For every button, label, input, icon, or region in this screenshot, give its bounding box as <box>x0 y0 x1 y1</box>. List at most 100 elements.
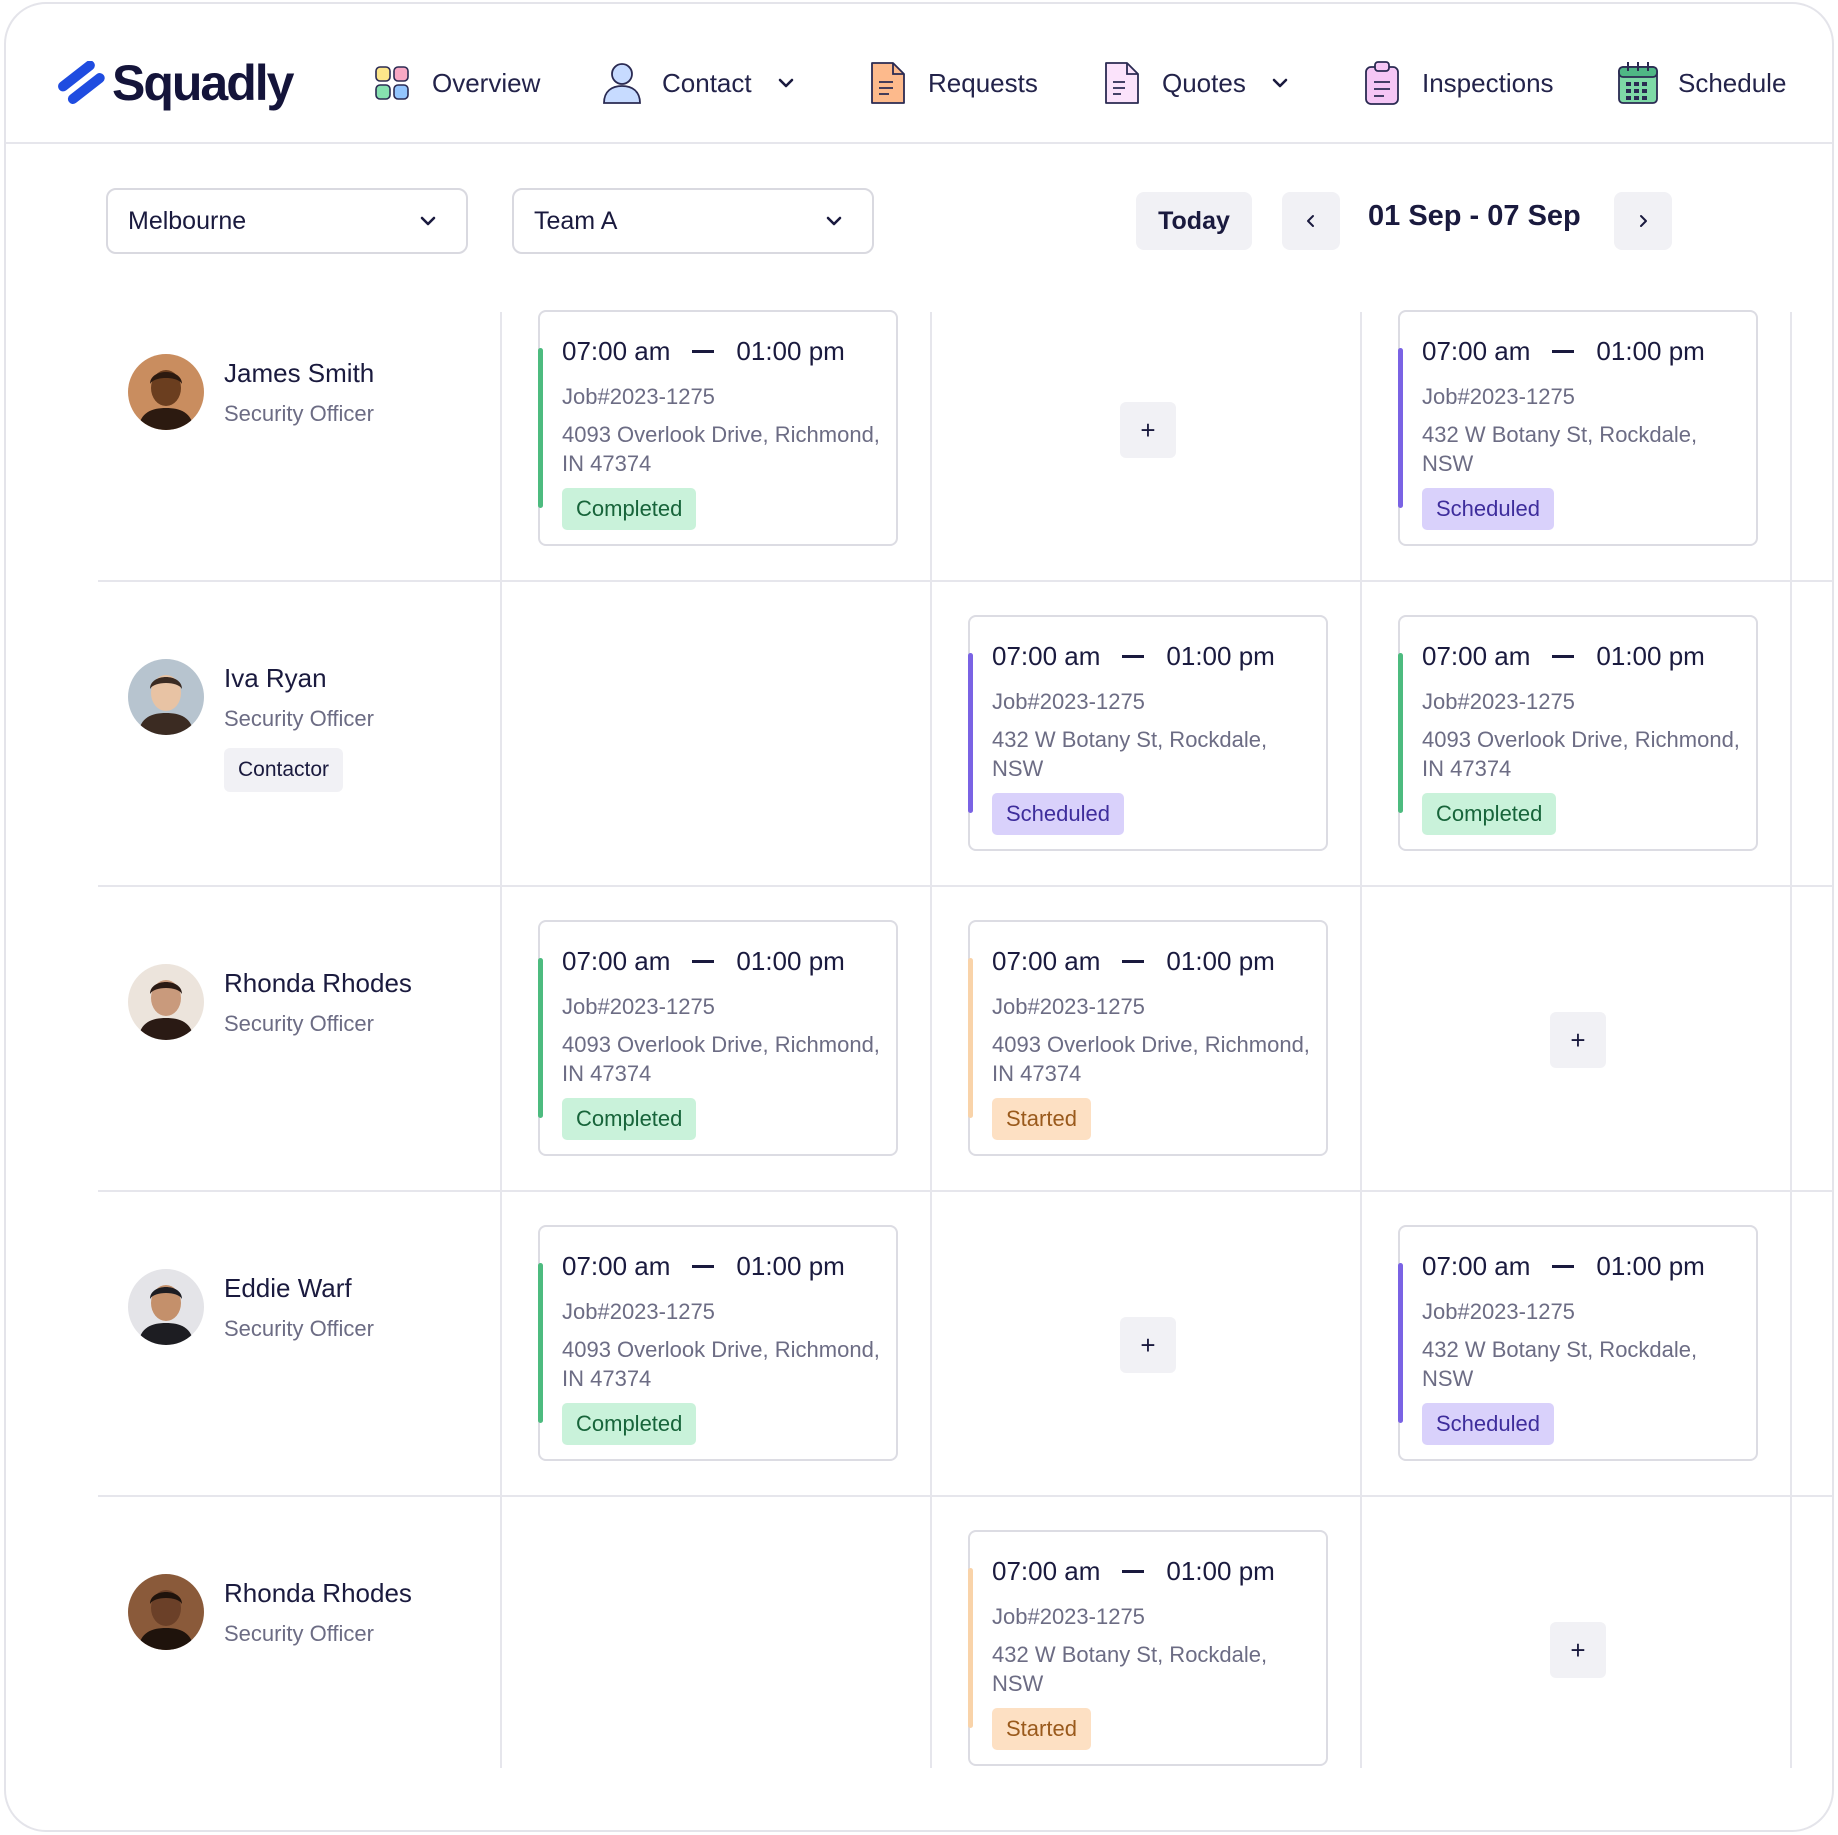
shift-start-time: 07:00 am <box>1422 641 1531 671</box>
shift-end-time: 01:00 pm <box>1166 1556 1275 1586</box>
status-badge: Scheduled <box>992 793 1124 835</box>
add-shift-button[interactable]: + <box>1550 1012 1606 1068</box>
prev-week-button[interactable] <box>1282 192 1340 250</box>
shift-end-time: 01:00 pm <box>736 336 845 366</box>
employee-name: James Smith <box>224 358 375 388</box>
employee-details: Iva Ryan Security Officer Contactor <box>224 659 374 792</box>
nav-quotes[interactable]: Quotes <box>1100 58 1290 108</box>
shift-start-time: 07:00 am <box>992 1556 1101 1586</box>
team-select[interactable]: Team A <box>512 188 874 254</box>
document-icon <box>866 59 910 107</box>
shift-start-time: 07:00 am <box>1422 336 1531 366</box>
employee-role: Security Officer <box>224 401 374 426</box>
shift-start-time: 07:00 am <box>562 1251 671 1281</box>
column-divider <box>500 312 502 1768</box>
status-accent-bar <box>1398 1263 1403 1423</box>
shift-card[interactable]: 07:00 am 01:00 pm Job#2023-1275 4093 Overlo… <box>538 310 898 546</box>
job-address: 432 W Botany St, Rockdale, NSW <box>1422 1337 1698 1391</box>
avatar <box>128 964 204 1040</box>
status-accent-bar <box>1398 653 1403 813</box>
job-number: Job#2023-1275 <box>992 689 1145 714</box>
employee-details: Rhonda Rhodes Security Officer <box>224 1574 412 1650</box>
add-shift-button[interactable]: + <box>1120 1317 1176 1373</box>
employee-info: Rhonda Rhodes Security Officer <box>128 964 412 1040</box>
nav-inspections[interactable]: Inspections <box>1360 58 1554 108</box>
nav-schedule-label: Schedule <box>1678 67 1787 98</box>
shift-card[interactable]: 07:00 am 01:00 pm Job#2023-1275 432 W Botan… <box>1398 310 1758 546</box>
status-badge: Completed <box>562 488 697 530</box>
shift-time: 07:00 am 01:00 pm <box>992 946 1275 977</box>
status-accent-bar <box>968 653 973 813</box>
chevron-down-icon <box>420 216 436 226</box>
location-select[interactable]: Melbourne <box>106 188 468 254</box>
avatar <box>128 1269 204 1345</box>
shift-end-time: 01:00 pm <box>1596 641 1705 671</box>
shift-card[interactable]: 07:00 am 01:00 pm Job#2023-1275 4093 Overlo… <box>968 920 1328 1156</box>
schedule-grid: James Smith Security Officer 07:00 am 01:00… <box>6 310 1832 1768</box>
column-divider <box>1360 312 1362 1768</box>
shift-time: 07:00 am 01:00 pm <box>992 1556 1275 1587</box>
today-button[interactable]: Today <box>1136 192 1252 250</box>
shift-start-time: 07:00 am <box>562 336 671 366</box>
shift-card[interactable]: 07:00 am 01:00 pm Job#2023-1275 432 W Botan… <box>968 1530 1328 1766</box>
logo[interactable]: Squadly <box>58 54 294 112</box>
nav-overview[interactable]: Overview <box>370 58 540 108</box>
time-separator <box>1122 960 1145 963</box>
status-badge: Scheduled <box>1422 1403 1554 1445</box>
job-address: 432 W Botany St, Rockdale, NSW <box>992 1642 1268 1696</box>
status-accent-bar <box>538 958 543 1118</box>
time-separator <box>692 350 715 353</box>
time-separator <box>1552 1265 1575 1268</box>
chevron-left-icon <box>1307 215 1314 227</box>
status-accent-bar <box>538 1263 543 1423</box>
shift-start-time: 07:00 am <box>992 641 1101 671</box>
status-accent-bar <box>538 348 543 508</box>
shift-card[interactable]: 07:00 am 01:00 pm Job#2023-1275 432 W Botan… <box>1398 1225 1758 1461</box>
employee-details: James Smith Security Officer <box>224 354 374 430</box>
employee-role: Security Officer <box>224 1011 374 1036</box>
nav-inspections-label: Inspections <box>1422 67 1554 98</box>
shift-card[interactable]: 07:00 am 01:00 pm Job#2023-1275 4093 Overlo… <box>538 920 898 1156</box>
shift-end-time: 01:00 pm <box>1166 946 1275 976</box>
status-badge: Scheduled <box>1422 488 1554 530</box>
employee-details: Rhonda Rhodes Security Officer <box>224 964 412 1040</box>
add-shift-button[interactable]: + <box>1120 402 1176 458</box>
employee-tag: Contactor <box>224 748 344 792</box>
nav-requests[interactable]: Requests <box>866 58 1038 108</box>
employee-info: Iva Ryan Security Officer Contactor <box>128 659 374 792</box>
avatar <box>128 659 204 735</box>
job-number: Job#2023-1275 <box>1422 689 1575 714</box>
next-week-button[interactable] <box>1614 192 1672 250</box>
job-number: Job#2023-1275 <box>1422 384 1575 409</box>
shift-end-time: 01:00 pm <box>1596 336 1705 366</box>
nav-requests-label: Requests <box>928 67 1038 98</box>
nav-quotes-label: Quotes <box>1162 67 1246 98</box>
employee-details: Eddie Warf Security Officer <box>224 1269 374 1345</box>
row-divider <box>98 580 1832 582</box>
shift-time: 07:00 am 01:00 pm <box>1422 1251 1705 1282</box>
status-badge: Completed <box>562 1098 697 1140</box>
shift-card[interactable]: 07:00 am 01:00 pm Job#2023-1275 432 W Botan… <box>968 615 1328 851</box>
column-divider <box>930 312 932 1768</box>
shift-time: 07:00 am 01:00 pm <box>992 641 1275 672</box>
shift-end-time: 01:00 pm <box>736 1251 845 1281</box>
add-shift-button[interactable]: + <box>1550 1622 1606 1678</box>
shift-time: 07:00 am 01:00 pm <box>562 1251 845 1282</box>
nav-schedule[interactable]: Schedule <box>1616 58 1786 108</box>
calendar-icon <box>1616 59 1660 107</box>
employee-role: Security Officer <box>224 706 374 731</box>
job-address: 4093 Overlook Drive, Richmond, IN 47374 <box>562 1337 880 1391</box>
nav-contact[interactable]: Contact <box>600 58 796 108</box>
clipboard-icon <box>1360 59 1404 107</box>
app-window: Squadly Overview Contact <box>4 2 1834 1832</box>
team-select-value: Team A <box>534 206 618 235</box>
shift-time: 07:00 am 01:00 pm <box>562 946 845 977</box>
employee-name: Rhonda Rhodes <box>224 968 412 998</box>
shift-card[interactable]: 07:00 am 01:00 pm Job#2023-1275 4093 Overlo… <box>1398 615 1758 851</box>
shift-card[interactable]: 07:00 am 01:00 pm Job#2023-1275 4093 Overlo… <box>538 1225 898 1461</box>
employee-name: Iva Ryan <box>224 663 327 693</box>
nav-overview-label: Overview <box>432 67 541 98</box>
status-accent-bar <box>1398 348 1403 508</box>
shift-end-time: 01:00 pm <box>736 946 845 976</box>
job-address: 4093 Overlook Drive, Richmond, IN 47374 <box>1422 727 1740 781</box>
